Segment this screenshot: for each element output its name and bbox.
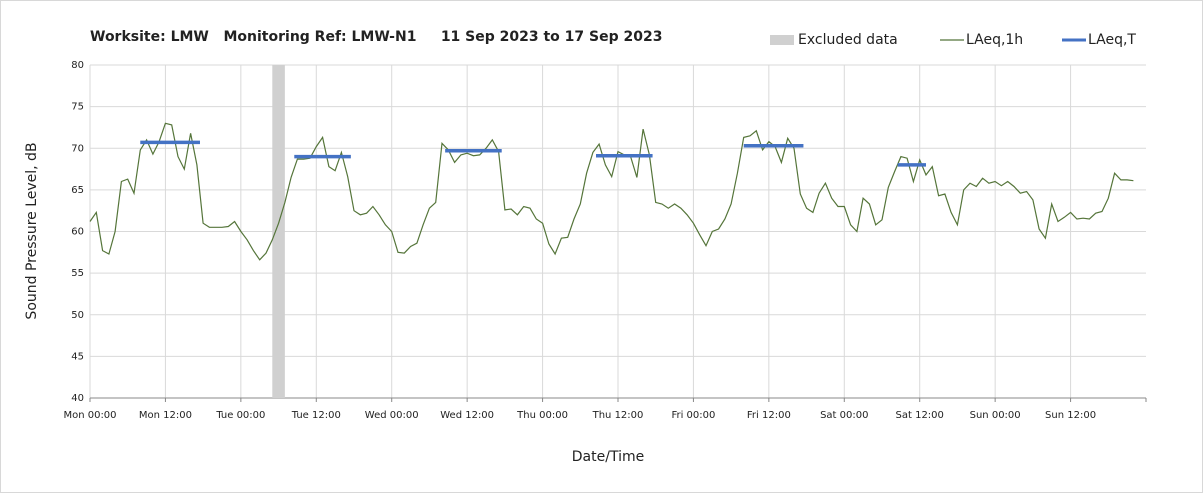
series-line	[89, 122, 1134, 261]
x-tick-label: Fri 00:00	[671, 410, 715, 421]
excluded-band	[272, 65, 285, 398]
legend-swatch	[770, 35, 794, 45]
chart-title: Worksite: LMW Monitoring Ref: LMW-N1 11 …	[90, 29, 662, 45]
y-axis-label: Sound Pressure Level, dB	[24, 142, 40, 319]
y-tick-label: 40	[71, 393, 84, 404]
y-tick-label: 75	[71, 102, 84, 113]
x-tick-label: Wed 00:00	[365, 410, 419, 421]
x-tick-label: Fri 12:00	[747, 410, 791, 421]
legend-label: LAeq,1h	[966, 32, 1023, 48]
y-tick-label: 60	[71, 227, 84, 238]
legend-label: Excluded data	[798, 32, 898, 48]
x-tick-label: Sun 00:00	[970, 410, 1021, 421]
x-tick-label: Tue 00:00	[215, 410, 265, 421]
x-tick-label: Sat 00:00	[820, 410, 868, 421]
y-tick-label: 55	[71, 268, 84, 279]
x-tick-label: Mon 00:00	[63, 410, 116, 421]
x-tick-label: Sun 12:00	[1045, 410, 1096, 421]
x-tick-label: Thu 12:00	[592, 410, 644, 421]
x-tick-label: Wed 12:00	[440, 410, 494, 421]
y-tick-label: 50	[71, 310, 84, 321]
legend-label: LAeq,T	[1088, 32, 1136, 48]
x-tick-label: Sat 12:00	[896, 410, 944, 421]
y-tick-label: 70	[71, 143, 84, 154]
x-axis-label: Date/Time	[572, 449, 644, 465]
y-tick-label: 80	[71, 60, 84, 71]
y-tick-label: 45	[71, 351, 84, 362]
x-tick-label: Mon 12:00	[139, 410, 192, 421]
x-tick-label: Thu 00:00	[516, 410, 568, 421]
y-tick-label: 65	[71, 185, 84, 196]
x-tick-label: Tue 12:00	[291, 410, 341, 421]
